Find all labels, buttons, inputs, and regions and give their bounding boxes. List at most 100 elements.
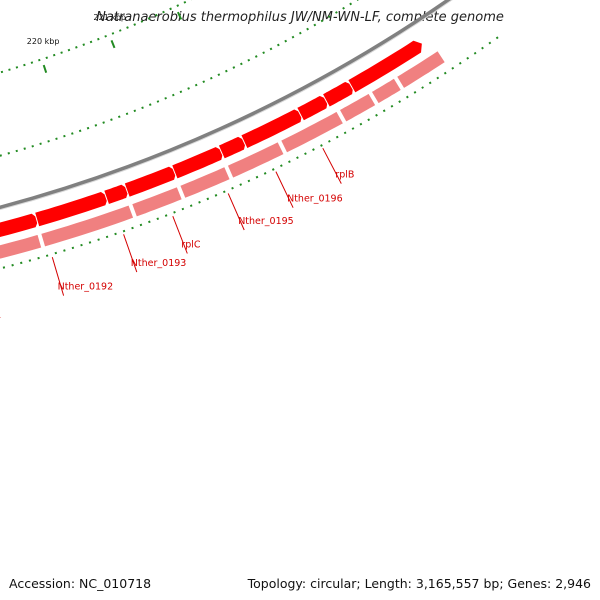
gene-label: Nther_0191 [0,310,1,321]
inner-dot [148,103,152,106]
inner-dot [102,121,105,124]
outer-tick [88,241,92,244]
inner-dot [104,35,107,38]
inner-dot [247,58,251,62]
outer-tick [148,220,151,224]
inner-dot [306,27,309,31]
callout-line [172,216,188,254]
inner-dot [52,53,56,57]
inner-dot [97,37,100,41]
gene-label: Nther_0195 [238,216,294,227]
outer-tick [37,256,40,260]
inner-dot [140,20,144,23]
kbp-tick [110,40,116,49]
inner-dot [78,129,82,133]
map-title: Natranaerobius thermophilus JW/NM-WN-LF,… [96,10,504,25]
inner-dot [141,106,144,110]
outer-tick [189,204,193,208]
outer-feature [279,110,345,154]
outer-tick [473,51,477,55]
inner-dot [63,134,66,138]
outer-tick [382,109,386,113]
inner-dot [82,43,86,46]
outer-tick [122,229,126,233]
inner-dot [320,19,324,23]
outer-tick [206,197,210,201]
gene-callouts: Nther_0190Nther_0191Nther_0192Nther_0193… [0,147,354,321]
inner-dot [133,23,137,26]
inner-dot [277,43,280,47]
outer-tick [428,81,432,85]
kbp-tick [176,11,183,20]
outer-tick [436,76,440,80]
inner-dot [55,137,58,141]
outer-tick [405,95,409,99]
inner-dot [169,7,172,11]
outer-tick [105,235,109,239]
inner-dot [209,76,213,80]
outer-feature [226,141,285,179]
inner-dot [327,15,331,19]
outer-tick [164,214,168,217]
outer-tick [54,251,58,255]
outer-tick [451,66,455,70]
outer-tick [481,46,484,50]
inner-dot [30,61,34,64]
callout-line [123,234,138,273]
outer-tick [239,183,243,186]
kbp-label: 220 kbp [27,37,60,46]
inner-dot [147,17,151,20]
outer-tick [271,168,275,171]
inner-dot [15,66,19,69]
outer-tick [181,207,185,211]
inner-dot [171,93,175,97]
accession-text: Accession: NC_010718 [9,576,152,591]
outer-tick [173,210,176,214]
inner-dot [217,73,221,77]
inner-dot [23,147,26,150]
outer-tick [231,186,234,190]
outer-tick [131,226,134,230]
outer-feature [338,92,377,123]
outer-tick [11,263,14,267]
dotted-guides [0,0,499,269]
outer-tick [296,156,299,160]
inner-dot [298,31,302,35]
inner-dot [110,118,113,121]
genome-summary: Topology: circular; Length: 3,165,557 bp… [247,576,591,591]
outer-feature [40,204,135,248]
inner-dot [284,39,288,43]
inner-dot [71,132,74,135]
inner-dot [176,4,180,7]
inner-dot [162,10,165,14]
outer-tick [304,152,307,156]
outer-tick [458,61,462,65]
inner-dot [187,87,190,90]
inner-dot [8,68,11,71]
outer-tick [421,86,424,89]
outer-tick [80,243,83,247]
gene-label: Nther_0193 [131,258,187,269]
inner-dot [45,56,49,60]
outer-tick [255,175,259,179]
inner-dot [164,97,167,100]
inner-dot [15,149,18,153]
inner-dot [262,51,265,55]
inner-feature-track [0,39,423,239]
outer-tick [263,172,267,175]
inner-feature [321,80,355,108]
inner-dot [39,142,42,146]
outer-tick [375,113,378,117]
inner-dot [154,13,158,17]
inner-dot [179,90,183,94]
inner-dot [31,144,34,148]
outer-tick [443,71,447,75]
inner-dot [47,139,50,143]
outer-tick [320,144,323,147]
inner-dot [225,69,228,73]
backbone-highlight [0,0,453,211]
inner-dot [133,109,137,113]
outer-tick [359,122,363,126]
inner-dot [183,0,187,4]
